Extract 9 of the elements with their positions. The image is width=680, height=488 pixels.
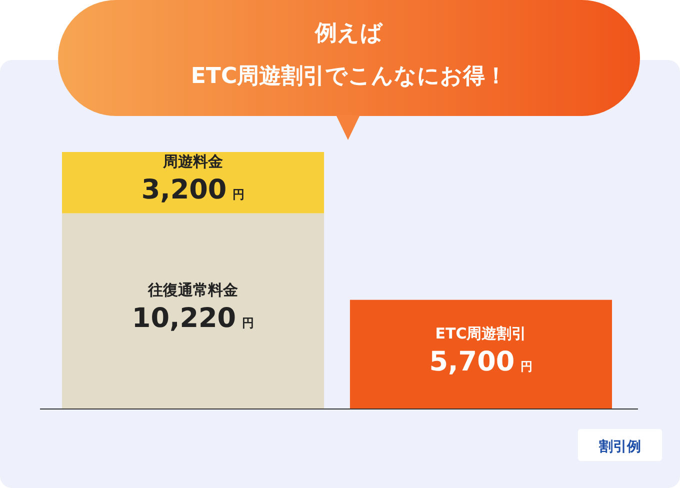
data-label: 5,700 円 [429,346,533,378]
chart-subtitle: ETC周遊割引でこんなにお得！ [190,64,508,89]
chart-title: 例えば [314,21,384,46]
text: 割引例 [598,438,641,455]
data-label: 3,200 円 [141,174,245,206]
series-label: 周遊料金 [162,152,224,171]
data-label: 10,220 円 [132,303,254,334]
series-label: ETC周遊割引 [435,324,527,342]
series-label: 往復通常料金 [147,281,238,300]
